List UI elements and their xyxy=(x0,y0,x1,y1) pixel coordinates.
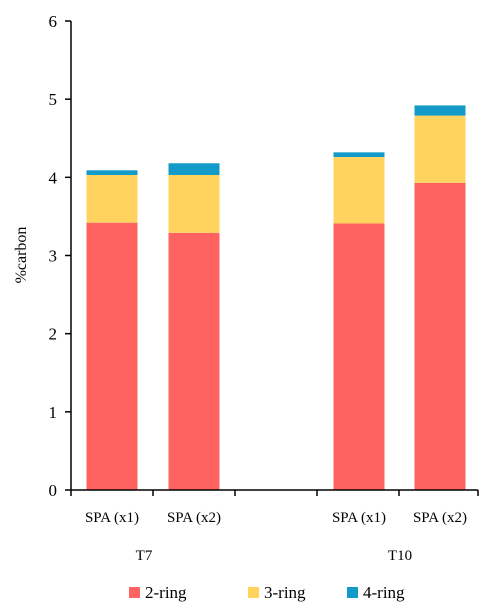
group-label-T10: T10 xyxy=(388,548,412,564)
y-tick-label: 3 xyxy=(49,247,58,266)
group-label-T7: T7 xyxy=(136,548,153,564)
bar-segment-4-ring-4 xyxy=(414,105,466,116)
legend-swatch xyxy=(129,587,140,598)
legend: 2-ring 3-ring 4-ring xyxy=(129,583,405,602)
legend-swatch xyxy=(248,587,259,598)
group-labels-layer: T7 T10 xyxy=(136,548,412,564)
bar-segment-2-ring-2 xyxy=(168,232,220,490)
legend-swatch xyxy=(347,587,358,598)
bar-segment-2-ring-3 xyxy=(333,223,385,490)
legend-label: 2-ring xyxy=(145,583,187,602)
bar-segment-4-ring-1 xyxy=(86,170,138,175)
bar-segment-3-ring-4 xyxy=(414,115,466,183)
bar-segment-4-ring-2 xyxy=(168,163,220,175)
y-tick-label: 5 xyxy=(49,90,58,109)
y-tick-label: 6 xyxy=(49,12,58,31)
x-category-label: SPA (x1) xyxy=(332,510,386,526)
x-category-label: SPA (x1) xyxy=(85,510,139,526)
bar-segment-2-ring-1 xyxy=(86,222,138,491)
bar-segment-3-ring-1 xyxy=(86,174,138,223)
legend-item-2-ring: 2-ring xyxy=(129,583,187,602)
legend-item-3-ring: 3-ring xyxy=(248,583,306,602)
legend-label: 4-ring xyxy=(363,583,405,602)
y-axis-label: %carbon xyxy=(13,227,30,284)
y-tick-label: 1 xyxy=(49,403,58,422)
bar-segment-3-ring-3 xyxy=(333,157,385,224)
legend-item-4-ring: 4-ring xyxy=(347,583,405,602)
y-tick-label: 0 xyxy=(49,481,58,500)
bar-segment-4-ring-3 xyxy=(333,152,385,158)
category-labels-layer: SPA (x1) SPA (x2) SPA (x1) SPA (x2) xyxy=(85,510,467,526)
bars-layer xyxy=(86,105,466,491)
x-category-label: SPA (x2) xyxy=(167,510,221,526)
bar-segment-3-ring-2 xyxy=(168,174,220,233)
y-tick-label: 4 xyxy=(49,168,58,187)
bar-segment-2-ring-4 xyxy=(414,182,466,490)
y-axis-label-group: %carbon xyxy=(13,227,30,284)
ticks-layer: 0 1 2 3 4 5 6 xyxy=(49,12,479,500)
legend-label: 3-ring xyxy=(264,583,306,602)
y-tick-label: 2 xyxy=(49,325,58,344)
x-category-label: SPA (x2) xyxy=(413,510,467,526)
